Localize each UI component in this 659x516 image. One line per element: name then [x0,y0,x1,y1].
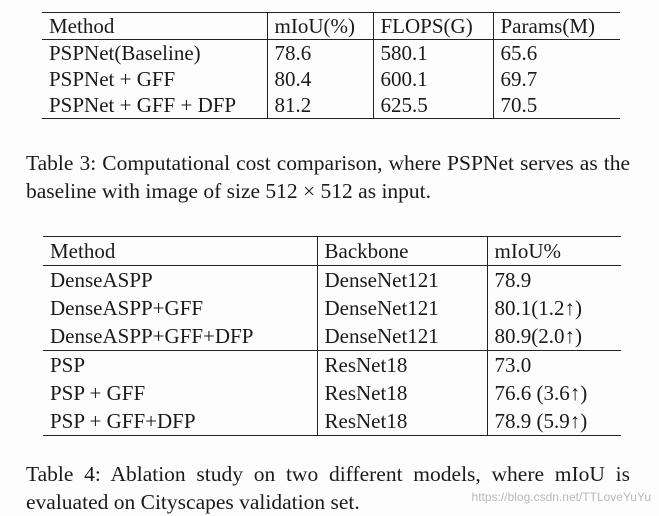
cell-miou: 80.1(1.2↑) [486,294,621,322]
cell-miou: 73.0 [486,350,621,379]
cell-backbone: ResNet18 [316,350,487,379]
cell-params: 69.7 [492,66,620,92]
cell-miou: 80.4 [266,66,373,92]
cell-backbone: DenseNet121 [316,265,487,294]
cell-method: PSPNet(Baseline) [49,41,201,65]
cell-method: DenseASPP [50,268,153,292]
table-row: PSP ResNet18 73.0 [43,350,621,379]
header-method: Method [49,14,115,38]
cell-miou: 76.6 (3.6↑) [486,379,621,407]
table-row: PSP + GFF ResNet18 76.6 (3.6↑) [43,379,621,407]
cell-miou: 78.6 [266,39,373,66]
table-header-row: Method Backbone mIoU% [43,236,621,266]
cell-method: PSPNet + GFF + DFP [49,93,237,117]
cell-flops: 580.1 [372,39,493,66]
cell-backbone: ResNet18 [316,379,487,407]
table-row: DenseASPP DenseNet121 78.9 [43,265,621,294]
table-row: DenseASPP+GFF+DFP DenseNet121 80.9(2.0↑) [43,322,621,351]
cell-method: PSPNet + GFF [49,67,176,91]
cell-backbone: DenseNet121 [316,322,487,351]
cell-params: 65.6 [492,39,620,66]
ablation-study-table: Method Backbone mIoU% DenseASPP DenseNet… [43,236,621,436]
cell-miou: 80.9(2.0↑) [486,322,621,351]
cell-miou: 78.9 (5.9↑) [486,407,621,436]
header-miou: mIoU(%) [266,12,373,40]
table-row: PSPNet + GFF + DFP 81.2 625.5 70.5 [42,92,620,119]
table-row: DenseASPP+GFF DenseNet121 80.1(1.2↑) [43,294,621,322]
header-method: Method [50,239,116,263]
cell-flops: 600.1 [372,66,493,92]
table-row: PSP + GFF+DFP ResNet18 78.9 (5.9↑) [43,407,621,436]
header-miou: mIoU% [486,236,621,266]
cell-method: DenseASPP+GFF [50,296,204,320]
cell-miou: 81.2 [266,92,373,119]
cell-method: PSP [50,353,86,377]
header-backbone: Backbone [316,236,487,266]
cell-backbone: ResNet18 [316,407,487,436]
computational-cost-table: Method mIoU(%) FLOPS(G) Params(M) PSPNet… [42,12,620,119]
cell-params: 70.5 [492,92,620,119]
cell-miou: 78.9 [486,265,621,294]
header-params: Params(M) [492,12,620,40]
cell-method: DenseASPP+GFF+DFP [50,324,254,348]
table-row: PSPNet(Baseline) 78.6 580.1 65.6 [42,39,620,66]
cell-backbone: DenseNet121 [316,294,487,322]
cell-flops: 625.5 [372,92,493,119]
cell-method: PSP + GFF [50,381,146,405]
watermark: https://blog.csdn.net/TTLoveYuYu [471,490,651,504]
cell-method: PSP + GFF+DFP [50,409,196,433]
table4-caption: Table 4: Ablation study on two different… [26,462,630,514]
table-header-row: Method mIoU(%) FLOPS(G) Params(M) [42,12,620,40]
table-row: PSPNet + GFF 80.4 600.1 69.7 [42,66,620,92]
header-flops: FLOPS(G) [372,12,493,40]
table3-caption: Table 3: Computational cost comparison, … [26,151,630,203]
